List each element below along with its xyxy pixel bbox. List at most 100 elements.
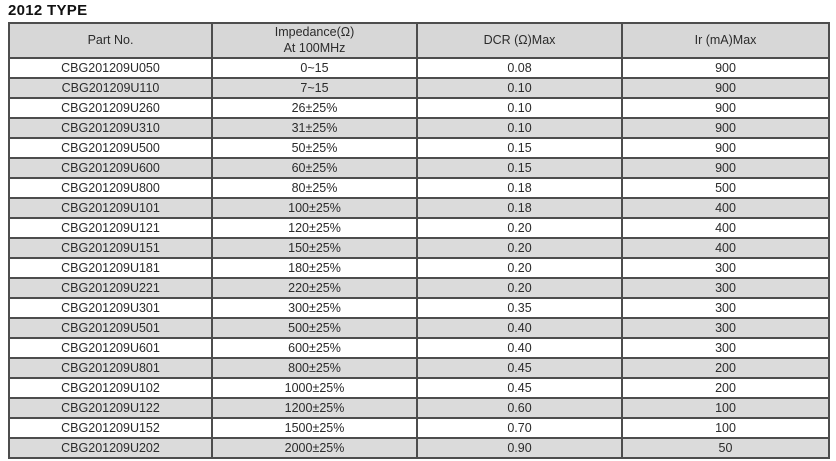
part-no-cell: CBG201209U202: [8, 436, 213, 459]
dcr-cell: 0.40: [416, 316, 623, 339]
ir-cell: 200: [621, 356, 830, 379]
impedance-cell: 31±25%: [211, 116, 418, 139]
part-no-cell: CBG201209U500: [8, 136, 213, 159]
impedance-cell: 180±25%: [211, 256, 418, 279]
table-row: CBG201209U122 1200±25% 0.60 100: [8, 396, 830, 419]
table-row: CBG201209U101 100±25% 0.18 400: [8, 196, 830, 219]
part-no-cell: CBG201209U102: [8, 376, 213, 399]
ir-cell: 300: [621, 256, 830, 279]
impedance-cell: 50±25%: [211, 136, 418, 159]
part-no-cell: CBG201209U260: [8, 96, 213, 119]
column-header-impedance: Impedance(Ω) At 100MHz: [211, 22, 418, 59]
part-no-cell: CBG201209U122: [8, 396, 213, 419]
ir-cell: 900: [621, 76, 830, 99]
dcr-cell: 0.35: [416, 296, 623, 319]
part-no-cell: CBG201209U151: [8, 236, 213, 259]
impedance-cell: 800±25%: [211, 356, 418, 379]
ir-cell: 900: [621, 116, 830, 139]
table-row: CBG201209U121 120±25% 0.20 400: [8, 216, 830, 239]
impedance-header-line1: Impedance(Ω): [274, 25, 355, 39]
dcr-cell: 0.20: [416, 236, 623, 259]
table-row: CBG201209U260 26±25% 0.10 900: [8, 96, 830, 119]
column-header-part-no: Part No.: [8, 22, 213, 59]
ir-cell: 100: [621, 396, 830, 419]
impedance-cell: 500±25%: [211, 316, 418, 339]
header-row: Part No. Impedance(Ω) At 100MHz DCR (Ω)M…: [8, 22, 830, 59]
table-row: CBG201209U501 500±25% 0.40 300: [8, 316, 830, 339]
dcr-cell: 0.10: [416, 116, 623, 139]
part-no-cell: CBG201209U600: [8, 156, 213, 179]
impedance-header-line2: At 100MHz: [283, 41, 346, 56]
part-no-cell: CBG201209U181: [8, 256, 213, 279]
ir-cell: 900: [621, 156, 830, 179]
dcr-cell: 0.20: [416, 276, 623, 299]
part-no-cell: CBG201209U221: [8, 276, 213, 299]
table-row: CBG201209U202 2000±25% 0.90 50: [8, 436, 830, 459]
dcr-cell: 0.90: [416, 436, 623, 459]
column-header-ir: Ir (mA)Max: [621, 22, 830, 59]
table-row: CBG201209U221 220±25% 0.20 300: [8, 276, 830, 299]
impedance-cell: 1500±25%: [211, 416, 418, 439]
table-row: CBG201209U152 1500±25% 0.70 100: [8, 416, 830, 439]
part-no-cell: CBG201209U110: [8, 76, 213, 99]
dcr-cell: 0.10: [416, 76, 623, 99]
dcr-cell: 0.20: [416, 256, 623, 279]
table-row: CBG201209U181 180±25% 0.20 300: [8, 256, 830, 279]
ir-cell: 900: [621, 96, 830, 119]
dcr-cell: 0.70: [416, 416, 623, 439]
table-row: CBG201209U500 50±25% 0.15 900: [8, 136, 830, 159]
ir-cell: 400: [621, 236, 830, 259]
ir-cell: 500: [621, 176, 830, 199]
table-row: CBG201209U801 800±25% 0.45 200: [8, 356, 830, 379]
part-no-cell: CBG201209U152: [8, 416, 213, 439]
page-title: 2012 TYPE: [8, 2, 88, 19]
ir-cell: 300: [621, 296, 830, 319]
ir-cell: 300: [621, 336, 830, 359]
table-row: CBG201209U601 600±25% 0.40 300: [8, 336, 830, 359]
part-no-cell: CBG201209U301: [8, 296, 213, 319]
part-no-cell: CBG201209U800: [8, 176, 213, 199]
impedance-cell: 220±25%: [211, 276, 418, 299]
dcr-cell: 0.45: [416, 376, 623, 399]
ir-cell: 50: [621, 436, 830, 459]
table-row: CBG201209U110 7~15 0.10 900: [8, 76, 830, 99]
ir-cell: 300: [621, 276, 830, 299]
spec-table: Part No. Impedance(Ω) At 100MHz DCR (Ω)M…: [8, 22, 830, 459]
table-row: CBG201209U600 60±25% 0.15 900: [8, 156, 830, 179]
part-no-cell: CBG201209U121: [8, 216, 213, 239]
impedance-cell: 60±25%: [211, 156, 418, 179]
part-no-cell: CBG201209U050: [8, 56, 213, 79]
impedance-cell: 26±25%: [211, 96, 418, 119]
table-row: CBG201209U102 1000±25% 0.45 200: [8, 376, 830, 399]
impedance-cell: 1000±25%: [211, 376, 418, 399]
part-no-cell: CBG201209U501: [8, 316, 213, 339]
table-body: CBG201209U050 0~15 0.08 900 CBG201209U110 7~1…: [8, 56, 830, 459]
table-row: CBG201209U800 80±25% 0.18 500: [8, 176, 830, 199]
table-row: CBG201209U310 31±25% 0.10 900: [8, 116, 830, 139]
impedance-cell: 600±25%: [211, 336, 418, 359]
dcr-cell: 0.20: [416, 216, 623, 239]
part-no-cell: CBG201209U801: [8, 356, 213, 379]
part-no-cell: CBG201209U601: [8, 336, 213, 359]
ir-cell: 100: [621, 416, 830, 439]
table-row: CBG201209U151 150±25% 0.20 400: [8, 236, 830, 259]
dcr-cell: 0.18: [416, 196, 623, 219]
dcr-cell: 0.15: [416, 156, 623, 179]
ir-cell: 300: [621, 316, 830, 339]
impedance-cell: 120±25%: [211, 216, 418, 239]
dcr-cell: 0.18: [416, 176, 623, 199]
dcr-cell: 0.40: [416, 336, 623, 359]
impedance-cell: 300±25%: [211, 296, 418, 319]
dcr-cell: 0.08: [416, 56, 623, 79]
ir-cell: 400: [621, 216, 830, 239]
part-no-cell: CBG201209U101: [8, 196, 213, 219]
dcr-cell: 0.60: [416, 396, 623, 419]
ir-cell: 200: [621, 376, 830, 399]
impedance-cell: 1200±25%: [211, 396, 418, 419]
table-header: Part No. Impedance(Ω) At 100MHz DCR (Ω)M…: [8, 22, 830, 59]
table-row: CBG201209U050 0~15 0.08 900: [8, 56, 830, 79]
column-header-dcr: DCR (Ω)Max: [416, 22, 623, 59]
part-no-cell: CBG201209U310: [8, 116, 213, 139]
dcr-cell: 0.45: [416, 356, 623, 379]
dcr-cell: 0.10: [416, 96, 623, 119]
